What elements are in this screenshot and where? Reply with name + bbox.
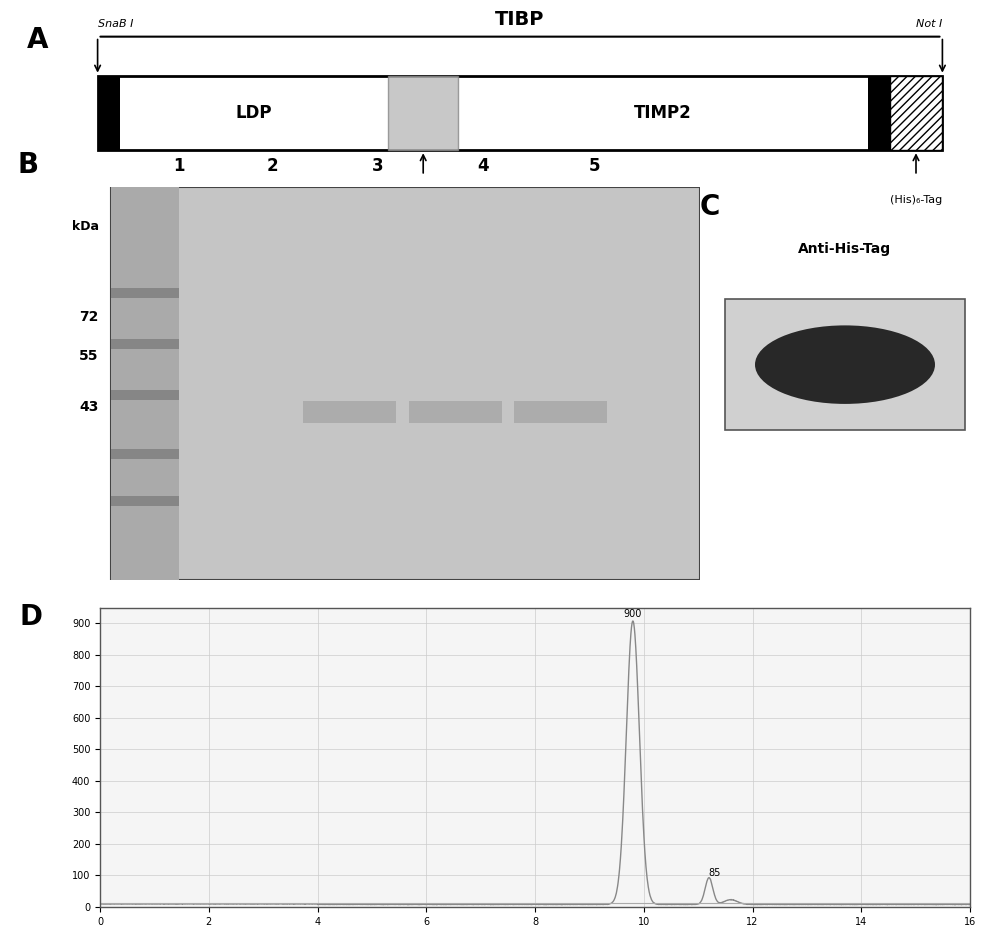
Bar	[303, 401, 396, 423]
Text: (G₄S)₂: (G₄S)₂	[406, 195, 440, 205]
Bar	[98, 76, 942, 151]
Text: (His)₆-Tag: (His)₆-Tag	[890, 195, 942, 205]
Text: kDa: kDa	[72, 220, 99, 233]
Bar	[111, 496, 179, 506]
Text: TIMP2: TIMP2	[634, 104, 692, 122]
Bar	[111, 390, 179, 400]
Text: 85: 85	[708, 868, 721, 878]
Ellipse shape	[755, 325, 935, 404]
Text: 55: 55	[79, 349, 99, 363]
Bar	[725, 299, 965, 430]
Bar	[111, 449, 179, 459]
Text: 3: 3	[372, 157, 383, 175]
Text: LDP: LDP	[236, 104, 272, 122]
Bar	[98, 76, 120, 151]
Text: SnaB I: SnaB I	[98, 19, 133, 29]
Text: 1: 1	[173, 157, 185, 175]
Text: 900: 900	[624, 609, 642, 619]
Text: TIBP: TIBP	[495, 10, 545, 29]
Bar	[111, 288, 179, 297]
Text: 72: 72	[79, 309, 99, 324]
Text: D: D	[20, 603, 43, 631]
Text: A: A	[27, 26, 49, 54]
Bar	[868, 76, 890, 151]
Text: B: B	[18, 151, 39, 180]
Text: 2: 2	[266, 157, 278, 175]
Text: 5: 5	[589, 157, 600, 175]
Text: C: C	[700, 193, 720, 221]
Bar	[514, 401, 607, 423]
Bar	[890, 76, 942, 151]
Text: Anti-His-Tag: Anti-His-Tag	[798, 241, 892, 255]
Bar	[111, 187, 179, 580]
Bar	[409, 401, 502, 423]
Bar	[388, 76, 458, 151]
Text: Not I: Not I	[916, 19, 942, 29]
Text: 43: 43	[79, 400, 99, 414]
Text: 4: 4	[477, 157, 489, 175]
Bar	[111, 339, 179, 349]
